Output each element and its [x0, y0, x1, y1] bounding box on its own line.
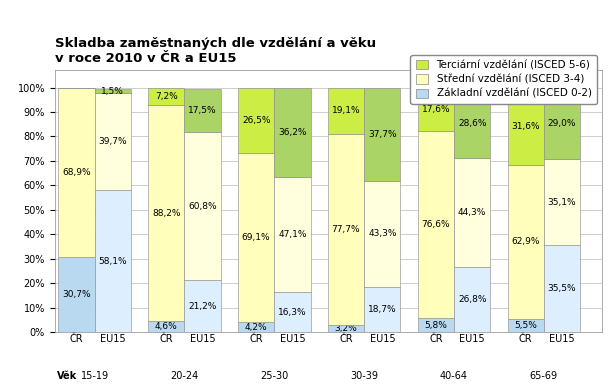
Text: 7,2%: 7,2%	[155, 92, 178, 101]
Text: 47,1%: 47,1%	[278, 230, 306, 239]
Bar	[508, 88, 544, 165]
Text: 30,7%: 30,7%	[62, 290, 91, 299]
Bar	[544, 88, 580, 160]
Text: 3,2%: 3,2%	[334, 324, 358, 333]
Bar	[544, 246, 580, 332]
Text: 68,9%: 68,9%	[62, 169, 91, 178]
Bar	[184, 132, 221, 280]
Bar	[95, 93, 131, 190]
Text: 35,1%: 35,1%	[548, 198, 576, 207]
Bar	[328, 134, 364, 325]
Text: 21,2%: 21,2%	[188, 302, 217, 311]
Text: 36,2%: 36,2%	[278, 128, 306, 137]
Text: 30-39: 30-39	[350, 371, 378, 381]
Text: 15-19: 15-19	[81, 371, 109, 381]
Text: Skladba zaměstnaných dle vzdělání a věku
v roce 2010 v ČR a EU15: Skladba zaměstnaných dle vzdělání a věku…	[55, 37, 376, 65]
Bar	[148, 88, 184, 105]
Text: 76,6%: 76,6%	[421, 220, 450, 229]
Text: 19,1%: 19,1%	[332, 106, 361, 115]
Text: 5,8%: 5,8%	[424, 321, 447, 330]
Bar	[95, 89, 131, 93]
Legend: Terciární vzdělání (ISCED 5-6), Střední vzdělání (ISCED 3-4), Základní vzdělání : Terciární vzdělání (ISCED 5-6), Střední …	[410, 55, 596, 104]
Text: 4,2%: 4,2%	[245, 323, 268, 332]
Bar	[418, 88, 454, 131]
Bar	[454, 158, 490, 267]
Text: 31,6%: 31,6%	[511, 122, 540, 131]
Bar	[364, 181, 401, 287]
Text: 88,2%: 88,2%	[152, 209, 181, 218]
Text: 39,7%: 39,7%	[98, 137, 127, 146]
Text: 18,7%: 18,7%	[368, 305, 396, 314]
Text: 20-24: 20-24	[170, 371, 199, 381]
Bar	[544, 160, 580, 246]
Text: 37,7%: 37,7%	[368, 130, 396, 139]
Text: 1,5%: 1,5%	[102, 86, 124, 95]
Bar	[364, 88, 401, 181]
Bar	[274, 292, 311, 332]
Bar	[328, 88, 364, 134]
Text: 60,8%: 60,8%	[188, 201, 217, 210]
Text: 58,1%: 58,1%	[98, 257, 127, 266]
Text: 35,5%: 35,5%	[548, 284, 576, 293]
Text: 40-64: 40-64	[440, 371, 468, 381]
Text: 16,3%: 16,3%	[278, 308, 307, 317]
Bar	[328, 325, 364, 332]
Bar	[148, 321, 184, 332]
Text: 25-30: 25-30	[260, 371, 288, 381]
Bar	[148, 105, 184, 321]
Bar	[454, 267, 490, 332]
Bar	[238, 88, 274, 153]
Text: 17,6%: 17,6%	[421, 104, 450, 113]
Text: 62,9%: 62,9%	[511, 237, 540, 246]
Text: Věk: Věk	[57, 371, 77, 381]
Text: 28,6%: 28,6%	[458, 119, 486, 128]
Bar	[508, 319, 544, 332]
Text: 5,5%: 5,5%	[514, 321, 537, 330]
Text: 29,0%: 29,0%	[548, 120, 576, 129]
Bar	[274, 88, 311, 177]
Bar	[58, 88, 95, 257]
Text: 4,6%: 4,6%	[155, 322, 178, 331]
Bar	[418, 318, 454, 332]
Text: 65-69: 65-69	[530, 371, 558, 381]
Bar	[238, 153, 274, 322]
Bar	[364, 287, 401, 332]
Text: 17,5%: 17,5%	[188, 106, 217, 115]
Bar	[184, 89, 221, 132]
Bar	[454, 88, 490, 158]
Bar	[95, 190, 131, 332]
Bar	[238, 322, 274, 332]
Bar	[508, 165, 544, 319]
Text: 44,3%: 44,3%	[458, 208, 486, 217]
Text: 26,8%: 26,8%	[458, 295, 486, 304]
Text: 26,5%: 26,5%	[242, 116, 271, 125]
Bar	[184, 280, 221, 332]
Bar	[274, 177, 311, 292]
Bar	[418, 131, 454, 318]
Text: 69,1%: 69,1%	[242, 233, 271, 242]
Text: 77,7%: 77,7%	[332, 225, 361, 234]
Bar	[58, 257, 95, 332]
Text: 43,3%: 43,3%	[368, 229, 396, 238]
